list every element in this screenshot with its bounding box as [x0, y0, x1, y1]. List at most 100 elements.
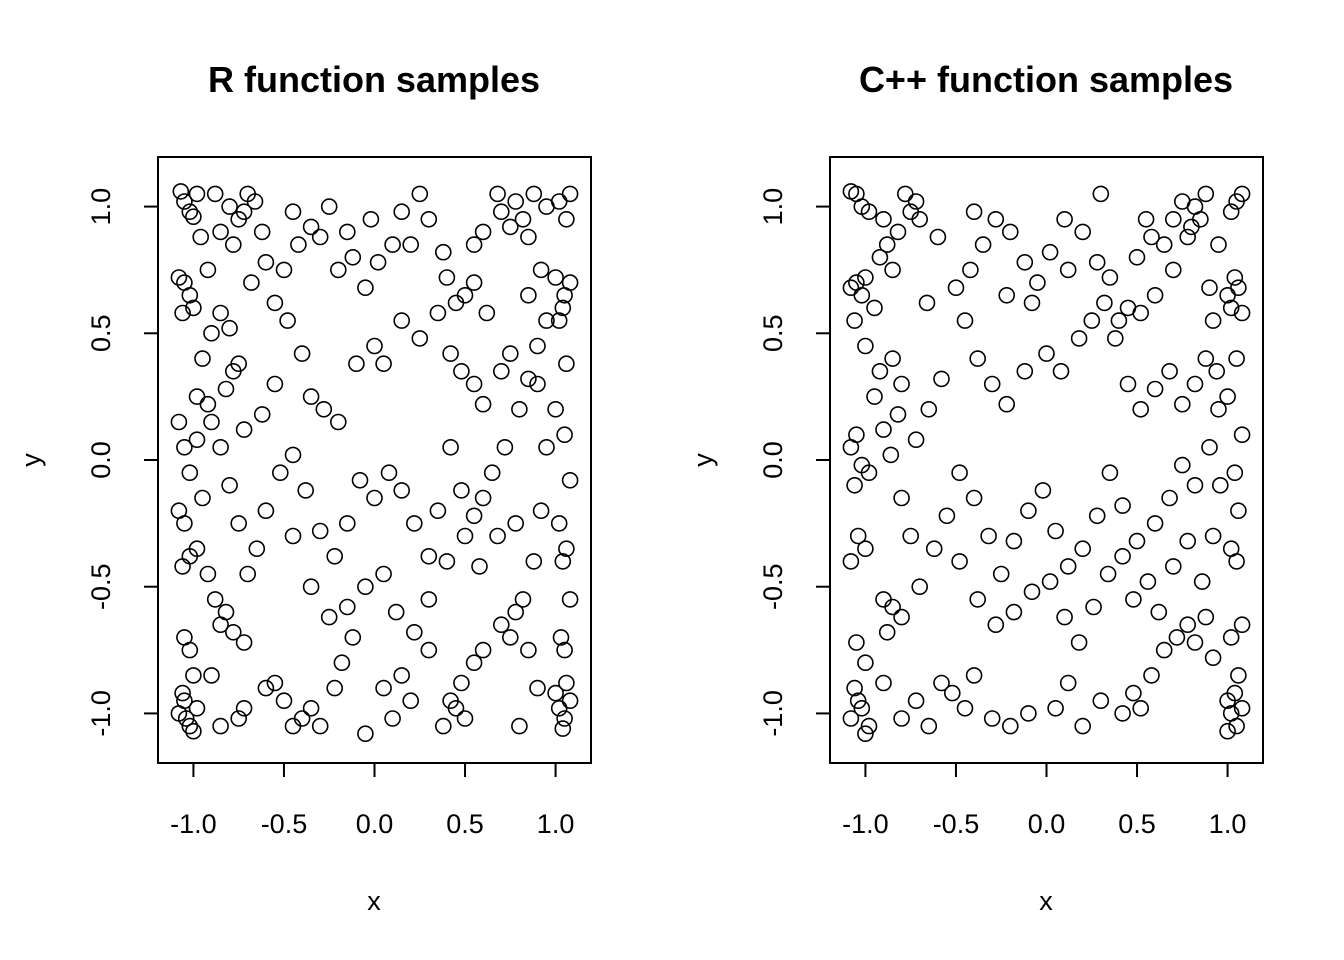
- data-point: [344, 629, 362, 646]
- data-point: [181, 203, 199, 220]
- data-point: [969, 350, 987, 367]
- data-point: [842, 553, 860, 570]
- data-point: [393, 312, 411, 329]
- data-point: [1132, 400, 1149, 418]
- data-point: [558, 355, 575, 373]
- data-point: [1056, 211, 1073, 228]
- data-point: [302, 699, 320, 717]
- chart-title: C++ function samples: [859, 59, 1233, 100]
- data-point: [866, 388, 883, 405]
- data-point: [520, 228, 537, 246]
- data-point: [311, 522, 329, 540]
- data-point: [1096, 294, 1113, 312]
- data-point: [514, 591, 532, 608]
- data-point: [1183, 218, 1200, 236]
- data-point: [434, 717, 452, 735]
- data-point: [411, 330, 429, 347]
- data-point: [520, 641, 537, 659]
- data-point: [194, 350, 211, 367]
- data-point: [442, 438, 459, 456]
- data-point: [849, 692, 867, 710]
- data-point: [489, 185, 506, 203]
- data-point: [302, 388, 320, 405]
- data-point: [362, 211, 380, 228]
- data-point: [920, 717, 938, 735]
- data-point: [889, 406, 907, 423]
- data-point: [1219, 388, 1236, 405]
- data-point: [1088, 507, 1106, 525]
- data-point: [1174, 193, 1191, 210]
- data-point: [507, 193, 525, 210]
- data-point: [170, 413, 188, 431]
- data-point: [525, 185, 543, 203]
- data-point: [1146, 286, 1164, 304]
- data-point: [1210, 400, 1227, 418]
- data-point: [230, 515, 247, 532]
- data-point: [320, 608, 338, 626]
- x-tick-label: 0.0: [356, 809, 394, 839]
- data-point: [279, 312, 296, 329]
- data-point: [875, 674, 892, 692]
- data-point: [181, 641, 199, 659]
- data-point: [442, 345, 459, 362]
- data-point: [243, 274, 260, 291]
- data-point: [920, 400, 938, 418]
- data-point: [1059, 261, 1077, 279]
- data-point: [185, 208, 202, 225]
- y-tick-label: -1.0: [758, 690, 788, 737]
- data-point: [456, 527, 474, 545]
- data-point: [561, 185, 579, 203]
- data-point: [1114, 547, 1131, 565]
- data-point: [302, 578, 320, 596]
- data-point: [896, 185, 914, 203]
- data-point: [221, 476, 238, 494]
- data-point: [333, 654, 351, 672]
- y-tick-label: 0.5: [86, 315, 116, 353]
- data-point: [1226, 684, 1244, 702]
- data-point: [878, 236, 896, 253]
- data-point: [1201, 438, 1218, 456]
- data-point: [174, 304, 191, 322]
- data-point: [875, 421, 892, 438]
- data-point: [1146, 380, 1164, 398]
- points-layer: [842, 183, 1251, 743]
- plot-frame: [829, 156, 1264, 764]
- data-point: [1174, 456, 1191, 474]
- data-point: [393, 667, 411, 684]
- data-point: [453, 362, 470, 380]
- data-point: [235, 421, 253, 438]
- data-point: [384, 236, 401, 253]
- y-axis-label: y: [16, 453, 46, 467]
- x-axis: -1.0 -0.5 0.0 0.5 1.0: [842, 762, 1246, 839]
- data-point: [547, 684, 564, 702]
- data-point: [212, 616, 229, 634]
- y-tick-label: 0.5: [758, 315, 788, 353]
- data-point: [225, 623, 242, 641]
- data-point: [547, 269, 564, 286]
- y-axis-label: y: [688, 453, 718, 467]
- x-tick-label: -1.0: [170, 809, 217, 839]
- data-point: [311, 228, 329, 246]
- data-point: [474, 223, 492, 241]
- data-point: [483, 464, 501, 482]
- data-point: [554, 299, 572, 317]
- data-point: [478, 304, 496, 322]
- data-point: [181, 286, 199, 304]
- data-point: [194, 489, 211, 507]
- data-point: [170, 269, 188, 286]
- data-point: [1179, 532, 1196, 550]
- data-point: [538, 198, 555, 215]
- data-point: [943, 684, 961, 702]
- data-point: [849, 527, 867, 545]
- data-point: [351, 471, 369, 489]
- data-point: [969, 591, 987, 608]
- data-point: [1230, 667, 1247, 684]
- data-point: [561, 591, 579, 608]
- data-point: [552, 629, 570, 646]
- data-point: [338, 515, 356, 532]
- data-point: [1088, 253, 1106, 271]
- data-point: [561, 471, 579, 489]
- data-point: [420, 211, 438, 228]
- data-point: [185, 299, 202, 317]
- data-point: [188, 540, 206, 558]
